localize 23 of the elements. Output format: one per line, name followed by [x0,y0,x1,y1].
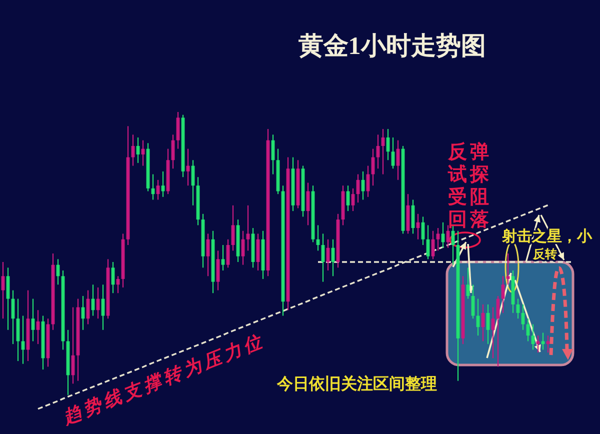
annotation: 反转 [532,247,557,261]
candlestick [351,188,355,212]
annotation: 趋势线支撑转为压力位 [59,330,268,428]
annotation: 今日依旧关注区间整理 [276,375,437,393]
candlestick [541,332,545,350]
candlestick [6,267,10,330]
annotation: 反弹试探受阻回落 [447,141,492,230]
candlestick [131,134,135,166]
candlestick [221,244,225,272]
candlestick [1,261,5,320]
candlestick [546,335,550,354]
candlestick [491,306,495,359]
candlestick [346,185,350,212]
candlestick [376,134,380,170]
candlestick [176,111,180,150]
candlestick [246,204,250,252]
candlestick [391,136,395,170]
candlestick [31,298,35,342]
candlestick [521,304,525,330]
candlestick [501,276,505,314]
candlestick [436,227,440,252]
candlestick [216,250,220,291]
chart-title: 黄金1小时走势图 [297,32,486,60]
